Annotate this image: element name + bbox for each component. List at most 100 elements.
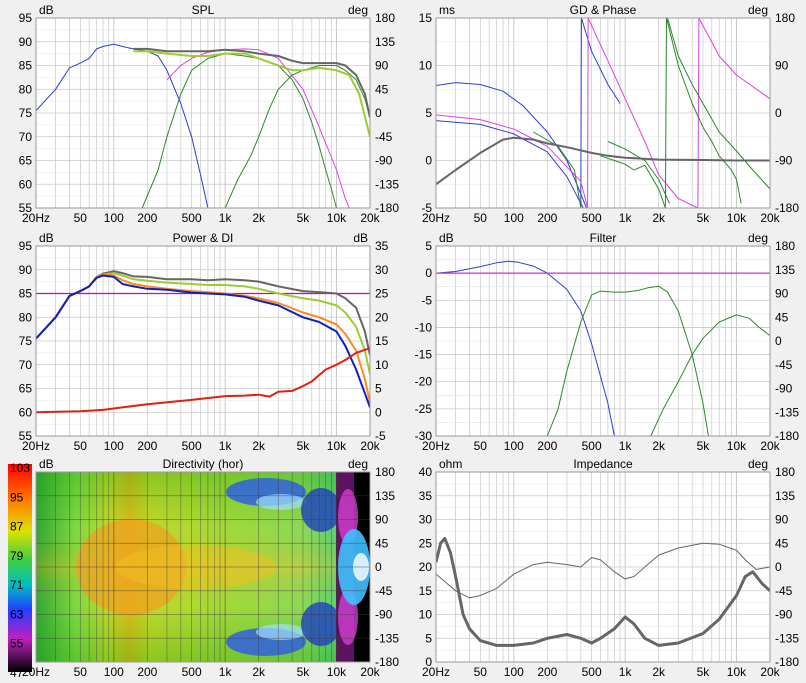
heatmap-lobe: [301, 602, 341, 646]
freq-tick-label: 500: [582, 665, 602, 679]
y-tick-label: 40: [419, 465, 433, 479]
y-tick-label: 70: [19, 358, 33, 372]
colorbar-tick-label: 87: [10, 520, 24, 534]
y2-tick-label: -135: [775, 405, 799, 419]
right-unit-label: deg: [748, 457, 768, 471]
freq-tick-label: 200: [137, 665, 157, 679]
series-group: [436, 260, 770, 436]
left-unit-label: dB: [39, 231, 54, 245]
freq-tick-label: 100: [104, 211, 124, 225]
y-tick-label: 65: [19, 154, 33, 168]
y2-tick-label: 45: [775, 536, 789, 550]
freq-tick-label: 200: [537, 211, 557, 225]
y2-tick-label: 180: [775, 11, 795, 25]
freq-tick-label: 100: [504, 439, 524, 453]
freq-tick-label: 20k: [360, 211, 380, 225]
freq-tick-label: 5k: [297, 439, 311, 453]
colorbar-tick-label: 79: [10, 549, 24, 563]
freq-tick-label: 10k: [727, 665, 747, 679]
y-tick-label: 80: [19, 82, 33, 96]
y-tick-label: 15: [419, 584, 433, 598]
y2-tick-label: 0: [375, 405, 382, 419]
y2-tick-label: 15: [375, 334, 389, 348]
freq-tick-label: 500: [182, 211, 202, 225]
y2-tick-label: -90: [775, 382, 793, 396]
freq-tick-label: 10k: [327, 211, 347, 225]
freq-tick-label: 50: [474, 211, 488, 225]
plot-border: [35, 17, 371, 209]
y-tick-label: 70: [19, 130, 33, 144]
y-tick-label: 90: [19, 263, 33, 277]
freq-tick-label: 20Hz: [22, 211, 50, 225]
heatmap-lobe: [256, 624, 306, 640]
y2-tick-label: -45: [775, 358, 793, 372]
series-line-3: [580, 18, 582, 208]
y-tick-label: -30: [415, 429, 433, 443]
freq-tick-label: 2k: [652, 439, 666, 453]
y-tick-label: -5: [421, 201, 432, 215]
y2-tick-label: 0: [375, 560, 382, 574]
y2-tick-label: 35: [375, 239, 389, 253]
freq-tick-label: 100: [504, 211, 524, 225]
series-line-9: [698, 18, 770, 100]
y-tick-label: 85: [19, 59, 33, 73]
y2-tick-label: -45: [375, 130, 393, 144]
chart-title: Filter: [590, 231, 617, 245]
series-line-7: [587, 18, 699, 208]
y2-tick-label: -180: [375, 655, 399, 669]
y2-tick-label: 180: [775, 239, 795, 253]
right-unit-label: deg: [348, 3, 368, 17]
y-tick-label: 35: [419, 489, 433, 503]
y2-tick-label: 90: [775, 287, 789, 301]
right-unit-label: deg: [748, 3, 768, 17]
freq-tick-label: 10k: [327, 439, 347, 453]
heatmap-lobe: [301, 488, 341, 532]
y2-tick-label: -180: [775, 655, 799, 669]
y2-tick-label: 30: [375, 263, 389, 277]
y-tick-label: 60: [19, 405, 33, 419]
y-tick-label: 65: [19, 382, 33, 396]
chart-title: SPL: [192, 3, 215, 17]
y2-tick-label: 135: [775, 489, 795, 503]
y2-tick-label: -135: [775, 631, 799, 645]
y2-tick-label: 45: [375, 82, 389, 96]
y2-tick-label: 0: [775, 106, 782, 120]
y2-tick-label: -5: [375, 429, 386, 443]
y2-tick-label: 5: [375, 382, 382, 396]
freq-tick-label: 5k: [697, 211, 711, 225]
freq-tick-label: 1k: [219, 665, 233, 679]
chart-title: Power & DI: [173, 231, 234, 245]
freq-tick-label: 20k: [360, 439, 380, 453]
freq-tick-label: 500: [582, 211, 602, 225]
y-tick-label: -15: [415, 348, 433, 362]
freq-tick-label: 500: [582, 439, 602, 453]
y2-tick-label: -135: [375, 177, 399, 191]
y2-tick-label: 180: [375, 11, 395, 25]
chart-title: Impedance: [573, 457, 633, 471]
y2-tick-label: 45: [775, 310, 789, 324]
series-line-5: [133, 50, 370, 138]
series-line-6: [133, 47, 370, 119]
y-tick-label: 75: [19, 334, 33, 348]
plot-border: [435, 17, 771, 209]
plot-border: [435, 471, 771, 663]
y2-tick-label: 0: [375, 106, 382, 120]
series-line-1: [36, 43, 209, 208]
panel-impedance: 20Hz 50 100 200 500 1k 2k 5k 10k 20k4035302520151…: [419, 457, 800, 679]
y2-tick-label: 0: [775, 334, 782, 348]
series-group: [36, 43, 370, 208]
y2-tick-label: -45: [775, 584, 793, 598]
freq-tick-label: 50: [74, 665, 88, 679]
freq-tick-label: 1k: [219, 439, 233, 453]
freq-tick-label: 2k: [252, 439, 266, 453]
freq-tick-label: 1k: [219, 211, 233, 225]
series-group: [436, 537, 770, 647]
right-unit-label: deg: [748, 231, 768, 245]
freq-tick-label: 20k: [760, 665, 780, 679]
y-tick-label: 5: [425, 106, 432, 120]
y-tick-label: -10: [415, 320, 433, 334]
freq-tick-label: 2k: [652, 211, 666, 225]
left-unit-label: dB: [39, 3, 54, 17]
colorbar-tick-label: 47: [10, 666, 24, 680]
y2-tick-label: -90: [375, 608, 393, 622]
